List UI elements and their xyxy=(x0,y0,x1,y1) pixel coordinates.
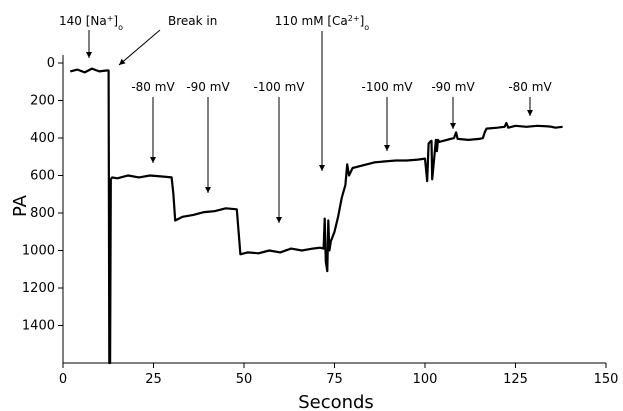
arrow-head-icon xyxy=(276,217,282,223)
annotation-label-main: -90 mV xyxy=(186,80,230,94)
x-tick-label: 75 xyxy=(326,372,343,387)
annotation-label: -100 mV xyxy=(362,80,414,94)
annotation-label: -80 mV xyxy=(131,80,175,94)
annotation-label-main: -100 mV xyxy=(254,80,306,94)
x-tick-label: 50 xyxy=(236,372,253,387)
annotation-label: 140 [Na+]o xyxy=(59,14,123,32)
y-tick-label: 1200 xyxy=(22,281,55,296)
y-axis-label: PA xyxy=(10,194,31,217)
annotation-label-subscript: o xyxy=(118,23,123,32)
annotation-label: -80 mV xyxy=(508,80,552,94)
x-tick-label: 150 xyxy=(594,372,619,387)
arrow-head-icon xyxy=(384,145,390,151)
annotation-label-subscript: o xyxy=(364,23,369,32)
annotation-arrow xyxy=(119,30,160,65)
annotation-label-main: -90 mV xyxy=(431,80,475,94)
annotation-label-main: 110 mM [Ca xyxy=(275,14,348,28)
annotation: -100 mV xyxy=(362,80,414,151)
annotation-label: Break in xyxy=(168,14,217,28)
annotation-label-main: 140 [Na xyxy=(59,14,107,28)
arrow-head-icon xyxy=(205,187,211,193)
annotation-label: -90 mV xyxy=(431,80,475,94)
annotation-label-superscript: + xyxy=(107,14,114,23)
y-tick-label: 1400 xyxy=(22,319,55,334)
arrow-head-icon xyxy=(527,110,533,116)
annotation-label-main: -100 mV xyxy=(362,80,414,94)
arrow-head-icon xyxy=(319,165,325,171)
x-tick-label: 100 xyxy=(413,372,438,387)
series-line-current-trace xyxy=(70,69,562,363)
arrow-head-icon xyxy=(450,123,456,129)
annotation-label: 110 mM [Ca2+]o xyxy=(275,14,369,32)
x-axis-label: Seconds xyxy=(298,392,374,411)
arrow-head-icon xyxy=(86,52,92,58)
y-tick-label: 800 xyxy=(30,206,55,221)
annotation-label-main: -80 mV xyxy=(131,80,175,94)
arrow-head-icon xyxy=(150,157,156,163)
annotation: -90 mV xyxy=(186,80,230,193)
annotation: -80 mV xyxy=(508,80,552,116)
x-tick-label: 25 xyxy=(145,372,162,387)
y-tick-label: 0 xyxy=(47,56,55,71)
annotation-label: -90 mV xyxy=(186,80,230,94)
annotation: -100 mV xyxy=(254,80,306,223)
y-tick-label: 200 xyxy=(30,94,55,109)
annotation: -90 mV xyxy=(431,80,475,129)
annotation-label: -100 mV xyxy=(254,80,306,94)
annotations: 140 [Na+]o Break in -80 mV -90 mV -100 mV 110… xyxy=(59,14,552,224)
y-tick-label: 400 xyxy=(30,131,55,146)
x-tick-label: 0 xyxy=(59,372,67,387)
y-tick-label: 600 xyxy=(30,169,55,184)
x-tick-label: 125 xyxy=(503,372,528,387)
annotation-label-main: -80 mV xyxy=(508,80,552,94)
annotation: -80 mV xyxy=(131,80,175,163)
y-tick-label: 1000 xyxy=(22,244,55,259)
annotation: 140 [Na+]o xyxy=(59,14,123,59)
annotation-label-superscript: 2+ xyxy=(348,14,360,23)
annotation-label-main: Break in xyxy=(168,14,217,28)
annotation: Break in xyxy=(119,14,217,65)
